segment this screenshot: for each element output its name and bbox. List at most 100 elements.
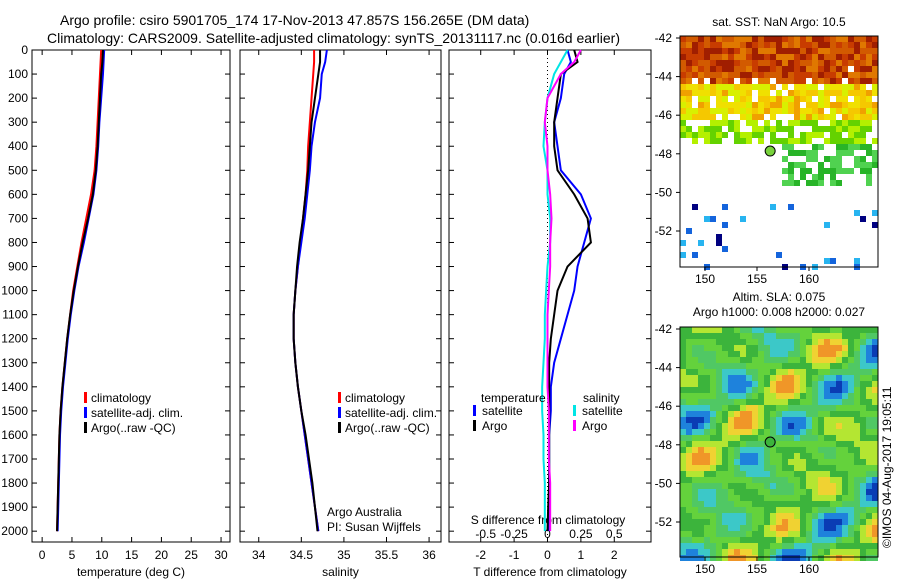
sla-cell [794, 435, 800, 441]
sla-cell [734, 423, 740, 429]
sst-cell [854, 84, 860, 90]
sla-cell [740, 399, 746, 405]
sst-cell [812, 102, 818, 108]
sla-cell [722, 369, 728, 375]
sla-cell [710, 393, 716, 399]
sst-cell [764, 36, 770, 42]
sla-cell [818, 501, 824, 507]
sla-cell [686, 543, 692, 549]
sla-cell [818, 381, 824, 387]
sla-cell [698, 507, 704, 513]
sla-cell [734, 411, 740, 417]
sst-cell [824, 84, 830, 90]
sla-cell [722, 351, 728, 357]
sst-cell [836, 132, 842, 138]
sst-cell [848, 114, 854, 120]
sst-cell [800, 60, 806, 66]
sla-cell [770, 507, 776, 513]
sla-cell [692, 519, 698, 525]
sst-cell [860, 114, 866, 120]
sla-cell [728, 555, 734, 561]
sst-cell [686, 126, 692, 132]
sla-cell [698, 429, 704, 435]
sla-cell [734, 477, 740, 483]
sst-cell [800, 72, 806, 78]
sla-cell [722, 513, 728, 519]
sla-cell [764, 333, 770, 339]
sla-cell [686, 489, 692, 495]
sla-cell [710, 351, 716, 357]
sla-cell [740, 435, 746, 441]
sla-cell [716, 375, 722, 381]
sla-cell [692, 357, 698, 363]
sst-cell [872, 210, 878, 216]
sla-cell [710, 339, 716, 345]
sst-cell [806, 90, 812, 96]
sla-cell [776, 513, 782, 519]
sla-cell [782, 447, 788, 453]
sla-cell [842, 411, 848, 417]
sla-cell [770, 513, 776, 519]
sst-cell [710, 66, 716, 72]
sla-cell [842, 339, 848, 345]
sla-cell [722, 387, 728, 393]
sla-cell [764, 489, 770, 495]
sla-cell [806, 327, 812, 333]
sla-cell [716, 483, 722, 489]
sst-cell [824, 222, 830, 228]
sst-cell [860, 36, 866, 42]
sst-cell [722, 36, 728, 42]
sla-cell [806, 549, 812, 555]
sst-cell [836, 126, 842, 132]
sst-cell [740, 60, 746, 66]
sst-cell [680, 78, 686, 84]
lon-tick-label: 155 [747, 562, 767, 576]
sla-cell [794, 441, 800, 447]
sst-cell [806, 84, 812, 90]
sla-cell [794, 417, 800, 423]
sla-cell [764, 525, 770, 531]
sla-cell [716, 423, 722, 429]
sla-cell [722, 327, 728, 333]
sla-cell [764, 537, 770, 543]
sla-cell [740, 417, 746, 423]
sla-cell [848, 345, 854, 351]
sla-cell [722, 417, 728, 423]
sst-cell [770, 204, 776, 210]
sst-cell [812, 144, 818, 150]
sst-cell [842, 54, 848, 60]
sla-cell [806, 375, 812, 381]
sla-cell [860, 447, 866, 453]
sla-cell [824, 483, 830, 489]
sla-cell [848, 507, 854, 513]
sla-cell [860, 507, 866, 513]
sla-cell [704, 387, 710, 393]
sla-cell [860, 363, 866, 369]
sla-cell [710, 513, 716, 519]
sla-cell [866, 489, 872, 495]
sst-cell [740, 66, 746, 72]
sla-cell [866, 423, 872, 429]
sla-cell [866, 417, 872, 423]
sst-cell [698, 36, 704, 42]
sla-cell [722, 525, 728, 531]
sla-cell [854, 459, 860, 465]
sla-cell [764, 495, 770, 501]
sst-cell [782, 48, 788, 54]
sla-cell [848, 543, 854, 549]
sst-cell [716, 66, 722, 72]
sla-cell [692, 417, 698, 423]
sla-cell [872, 513, 878, 519]
sla-cell [716, 339, 722, 345]
sla-cell [716, 489, 722, 495]
sst-cell [716, 120, 722, 126]
sla-cell [698, 369, 704, 375]
sla-cell [716, 507, 722, 513]
sst-cell [830, 48, 836, 54]
sst-cell [788, 78, 794, 84]
sst-cell [734, 96, 740, 102]
x-tick-label: 0 [39, 548, 46, 562]
sla-cell [758, 537, 764, 543]
sla-cell [740, 489, 746, 495]
sst-cell [800, 36, 806, 42]
